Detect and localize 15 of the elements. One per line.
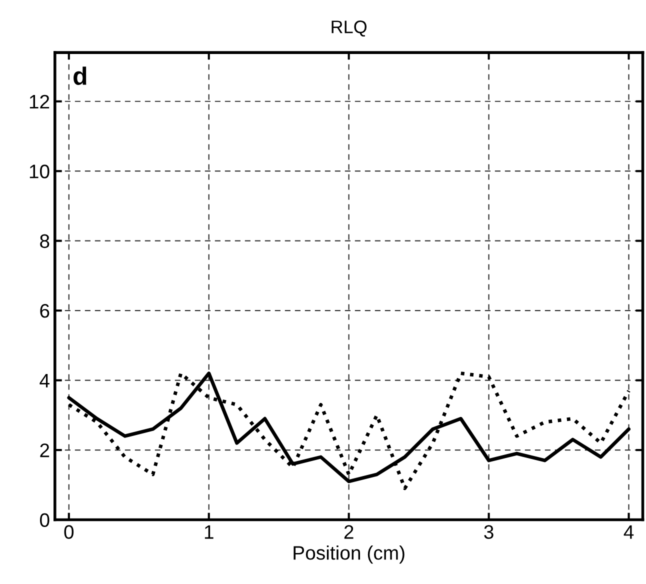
chart-title: RLQ (332, 20, 367, 37)
annotation: d (74, 66, 86, 85)
y-tick-label: 0 (40, 513, 50, 527)
x-tick-label: 1 (204, 525, 214, 539)
y-tick-label: 12 (30, 94, 50, 108)
x-tick-label: 3 (484, 525, 494, 539)
y-tick-label: 6 (40, 304, 50, 318)
x-tick-label: 4 (624, 525, 634, 539)
y-tick-label: 10 (30, 164, 50, 178)
x-tick-label: 2 (344, 525, 354, 539)
x-axis-title: Position (cm) (294, 546, 404, 564)
y-tick-label: 8 (40, 234, 50, 248)
y-tick-label: 2 (40, 443, 50, 458)
y-tick-label: 4 (40, 374, 50, 388)
x-tick-label: 0 (64, 525, 74, 539)
